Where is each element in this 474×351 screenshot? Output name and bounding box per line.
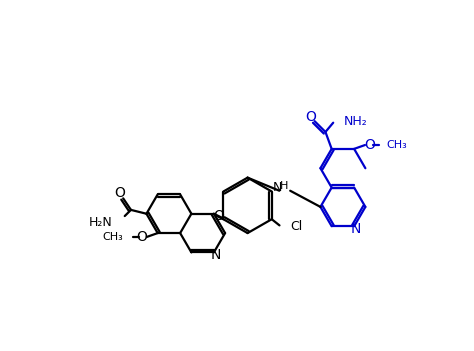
Text: O: O bbox=[115, 186, 126, 200]
Text: N: N bbox=[273, 181, 283, 194]
Text: O: O bbox=[305, 110, 316, 124]
Text: O: O bbox=[213, 210, 224, 224]
Text: Cl: Cl bbox=[291, 220, 302, 233]
Text: N: N bbox=[210, 248, 220, 262]
Text: N: N bbox=[350, 221, 361, 236]
Text: NH₂: NH₂ bbox=[344, 115, 368, 128]
Text: O: O bbox=[364, 138, 375, 152]
Text: CH₃: CH₃ bbox=[103, 232, 124, 242]
Text: H: H bbox=[280, 181, 288, 191]
Text: O: O bbox=[137, 230, 147, 244]
Text: H₂N: H₂N bbox=[89, 216, 112, 229]
Text: CH₃: CH₃ bbox=[387, 140, 408, 150]
